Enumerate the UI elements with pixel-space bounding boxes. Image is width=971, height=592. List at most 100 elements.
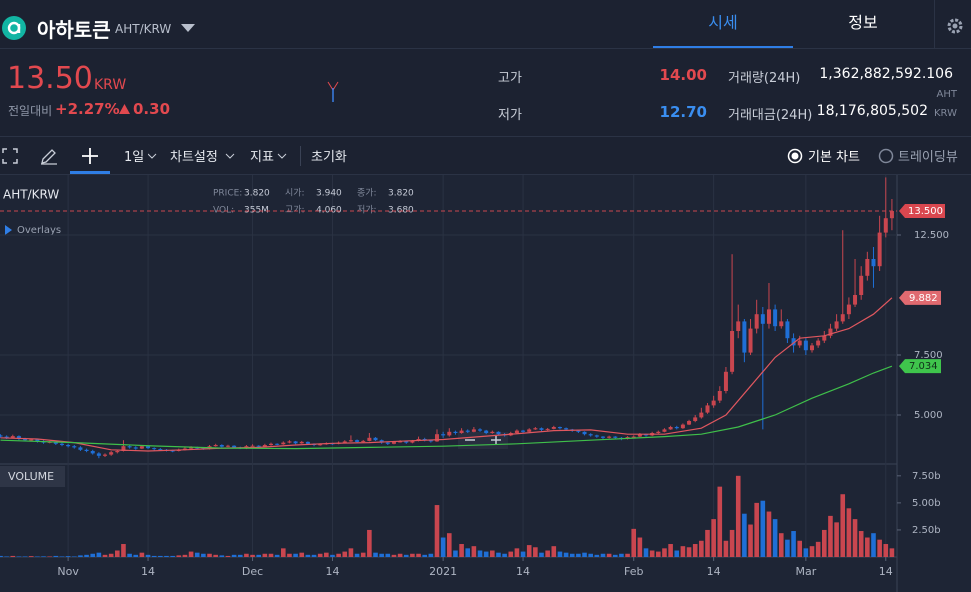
candle-body xyxy=(225,445,230,447)
volume-bar xyxy=(16,556,22,557)
candle-body xyxy=(859,275,864,295)
stat-label: 거래량(24H) xyxy=(728,71,801,86)
candle-body xyxy=(791,338,796,346)
volume-bar xyxy=(496,552,501,557)
ticker: 13.50 KRW 전일대비 +2.27% 0.30 고가 14.00 저가 1… xyxy=(0,49,971,137)
mode[interactable]: 기본 차트 xyxy=(808,150,860,165)
volume-bar xyxy=(84,554,89,557)
volume-bar xyxy=(791,531,796,557)
settings[interactable] xyxy=(946,17,964,35)
legend-label: 종가: xyxy=(357,188,377,199)
candle-body xyxy=(299,441,304,444)
volume-bar xyxy=(748,524,753,557)
candle-body xyxy=(158,449,163,451)
volume-bar xyxy=(170,555,175,557)
mode[interactable]: 트레이딩뷰 xyxy=(898,150,958,165)
volume-bar xyxy=(766,511,772,557)
candle-body xyxy=(10,436,15,438)
volume-bar xyxy=(201,553,206,557)
menu[interactable]: 차트설정 xyxy=(170,150,218,165)
candle-body xyxy=(0,435,3,437)
volume-bar xyxy=(262,553,268,557)
volume-bar xyxy=(78,555,83,557)
candle-body xyxy=(766,309,771,324)
candle-body xyxy=(465,430,470,432)
mini-chart xyxy=(327,81,339,102)
volume-bar xyxy=(244,553,249,557)
volume-bar xyxy=(760,500,766,557)
volume-bar xyxy=(612,554,618,557)
volume-bar xyxy=(219,555,225,557)
volume-bar xyxy=(115,550,120,557)
candle-body xyxy=(53,441,58,444)
dropdown[interactable] xyxy=(181,24,195,33)
candle-body xyxy=(410,440,415,443)
overlays[interactable]: Overlays xyxy=(17,225,61,236)
up-arrow xyxy=(119,104,130,114)
candle-body xyxy=(723,371,728,391)
volume-bar xyxy=(348,548,354,557)
fullscreen[interactable] xyxy=(2,148,18,164)
x-tick-label: Feb xyxy=(624,565,643,578)
candle-body xyxy=(219,445,224,447)
volume-bar xyxy=(871,533,876,557)
candle-body xyxy=(109,452,114,455)
volume-bar xyxy=(692,544,698,557)
volume-bar xyxy=(600,553,606,557)
draw-tool[interactable] xyxy=(40,147,58,165)
legend-label: 고가: xyxy=(285,205,305,216)
volume-bar xyxy=(539,552,544,557)
volume-bar xyxy=(508,551,514,557)
overlays-arrow xyxy=(5,225,12,235)
volume-bar xyxy=(778,533,784,557)
volume-bar xyxy=(490,550,495,557)
stat-label: 고가 xyxy=(498,71,522,86)
volume-bar xyxy=(877,539,882,557)
chevrons xyxy=(148,153,287,159)
candle-body xyxy=(127,446,132,448)
active-indicator xyxy=(70,171,110,174)
candle-body xyxy=(514,430,519,433)
volume-bar xyxy=(465,548,471,557)
crosshair[interactable] xyxy=(81,147,99,165)
radio[interactable] xyxy=(878,148,894,164)
zoom-icons xyxy=(465,435,501,445)
volume-bar xyxy=(742,513,747,557)
volume-bar xyxy=(317,553,323,557)
chart-bg xyxy=(0,175,971,592)
volume-bar xyxy=(471,546,477,557)
candle-body xyxy=(361,440,366,442)
candle-body xyxy=(613,436,618,438)
candle-body xyxy=(828,328,833,336)
radio-checked[interactable] xyxy=(787,148,803,164)
candle-body xyxy=(865,259,870,276)
candle-body xyxy=(78,447,83,450)
pair: AHT/KRW xyxy=(115,22,172,36)
volume-bar xyxy=(360,552,366,557)
volume-bar xyxy=(797,540,803,557)
interval[interactable]: 1일 xyxy=(124,150,145,165)
candle-body xyxy=(146,446,151,449)
volume-bar xyxy=(858,531,864,557)
candle-body xyxy=(367,437,372,441)
volume-bar xyxy=(324,552,329,557)
volume-bar xyxy=(883,544,889,557)
candle-body xyxy=(213,445,218,447)
tab[interactable]: 정보 xyxy=(848,13,878,32)
volume-bar xyxy=(723,540,729,557)
reset[interactable]: 초기화 xyxy=(311,150,347,165)
volume-bar xyxy=(213,554,218,557)
menu[interactable]: 지표 xyxy=(250,150,274,165)
candle-body xyxy=(637,434,642,437)
divider xyxy=(934,0,935,48)
volume-bar xyxy=(520,551,526,557)
candle-body xyxy=(705,405,710,413)
candle-body xyxy=(293,441,298,444)
candle-body xyxy=(318,444,323,446)
volume-bar xyxy=(619,553,624,557)
candle-body xyxy=(103,454,108,456)
volume-bar xyxy=(336,553,341,557)
candle-body xyxy=(441,434,446,436)
tab[interactable]: 시세 xyxy=(653,0,793,48)
volume-bar xyxy=(330,554,335,557)
